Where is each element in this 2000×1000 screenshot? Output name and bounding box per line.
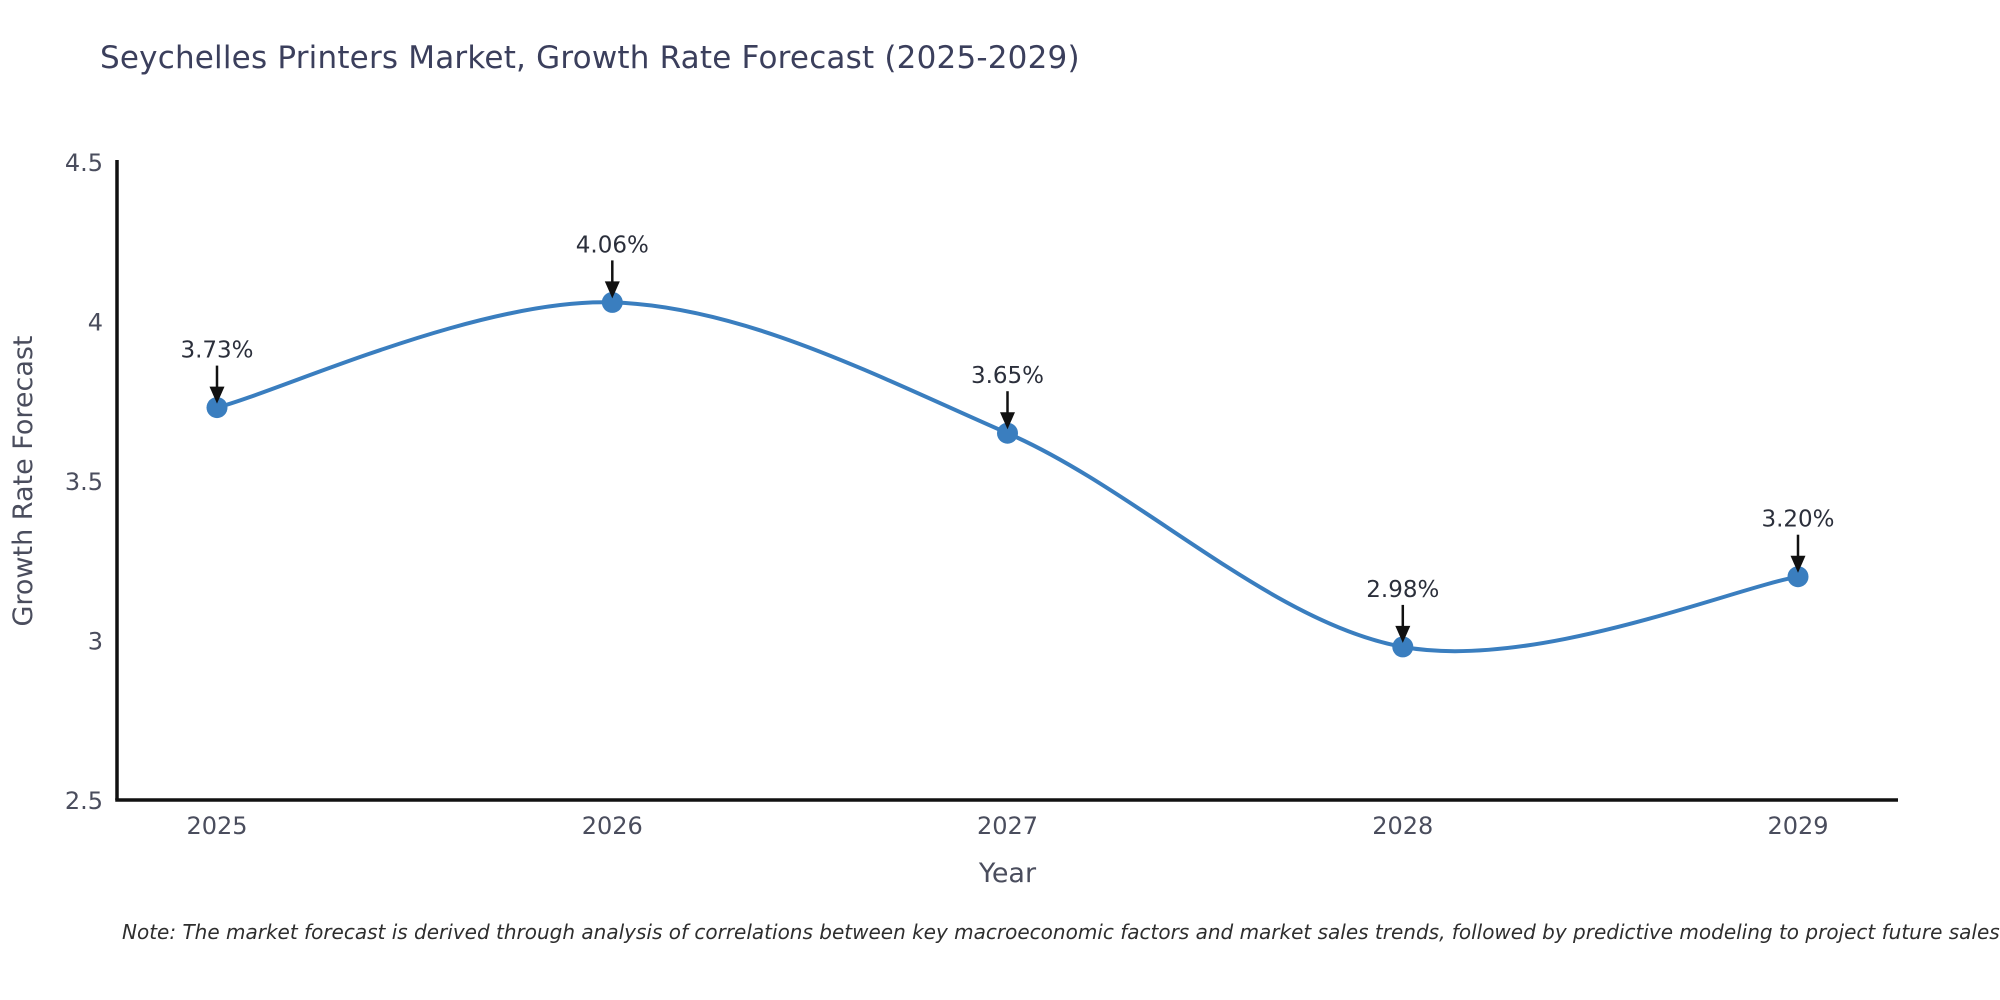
x-tick-label: 2025	[186, 812, 247, 840]
data-point-marker	[601, 291, 623, 313]
annotation-label: 4.06%	[576, 232, 649, 258]
x-axis-title: Year	[978, 858, 1037, 889]
annotation-label: 2.98%	[1366, 577, 1439, 603]
x-tick-label: 2028	[1372, 812, 1433, 840]
annotation-label: 3.73%	[180, 338, 253, 364]
trend-line	[215, 300, 1800, 654]
y-tick-label: 3.5	[65, 468, 103, 496]
annotation-arrowhead	[604, 281, 620, 299]
footnote: Note: The market forecast is derived thr…	[122, 920, 2000, 944]
y-tick-label: 4.5	[65, 149, 103, 177]
y-tick-label: 4	[88, 309, 103, 337]
annotation-arrowhead	[1790, 555, 1806, 573]
data-point-marker	[1392, 636, 1414, 658]
chart-title: Seychelles Printers Market, Growth Rate …	[100, 40, 1080, 76]
data-point-marker	[997, 422, 1018, 444]
annotation-label: 3.20%	[1761, 507, 1834, 533]
annotation-arrowhead	[1395, 625, 1411, 643]
annotation-arrowhead	[209, 386, 225, 404]
x-tick-label: 2026	[582, 812, 643, 840]
annotation-label: 3.65%	[971, 363, 1044, 389]
data-point-marker	[206, 397, 228, 419]
annotation-arrowhead	[1000, 412, 1015, 430]
x-tick-label: 2027	[977, 812, 1038, 840]
x-tick-label: 2029	[1767, 812, 1828, 840]
data-point-marker	[1787, 566, 1809, 588]
y-axis-title: Growth Rate Forecast	[8, 335, 39, 626]
y-tick-label: 2.5	[65, 787, 103, 815]
y-tick-label: 3	[88, 628, 103, 656]
